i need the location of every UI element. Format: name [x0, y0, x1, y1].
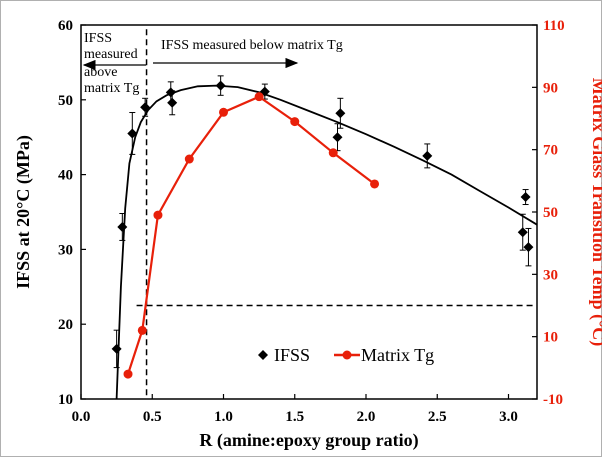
y-axis-title: IFSS at 20°C (MPa)	[13, 135, 34, 289]
y-tick-label: 20	[58, 317, 73, 333]
annotation-above-tg: IFSS measured above matrix Tg	[82, 31, 146, 96]
y-tick-label: 50	[58, 93, 73, 109]
y2-tick-label: -10	[543, 392, 563, 408]
ifss-point	[165, 87, 176, 98]
tg-point	[153, 210, 163, 220]
annotation-above-tg-line4: matrix Tg	[84, 81, 139, 96]
legend-label-tg: Matrix Tg	[361, 345, 434, 365]
x-tick-label: 0.5	[143, 409, 162, 425]
annotation-above-tg-line2: measured	[84, 47, 138, 62]
plot-area	[80, 24, 538, 400]
ifss-point	[520, 192, 531, 203]
y-tick-label: 60	[58, 18, 73, 34]
tg-point	[184, 154, 194, 164]
legend: IFSS Matrix Tg	[258, 345, 434, 365]
ifss-point	[127, 128, 138, 139]
ifss-fit-curve	[115, 84, 538, 400]
tg-point	[254, 92, 264, 102]
y2-tick-label: 90	[543, 80, 558, 96]
ifss-point	[111, 343, 122, 354]
ifss-point	[523, 242, 534, 253]
x-tick-label: 3.0	[499, 409, 518, 425]
y2-tick-label: 10	[543, 330, 558, 346]
x-tick-label: 1.5	[285, 409, 304, 425]
ifss-point	[335, 108, 346, 119]
ifss-point	[215, 80, 226, 91]
ifss-point	[140, 102, 151, 113]
legend-marker-tg	[342, 350, 352, 360]
tg-point	[137, 325, 147, 335]
ifss-point	[517, 227, 528, 238]
y2-tick-label: 110	[543, 18, 565, 34]
tg-point	[290, 117, 300, 127]
tg-point	[370, 179, 380, 189]
y-tick-label: 40	[58, 168, 73, 184]
ifss-point	[117, 221, 128, 232]
legend-label-ifss: IFSS	[274, 345, 310, 365]
y-tick-label: 10	[58, 392, 73, 408]
x-tick-label: 1.0	[214, 409, 233, 425]
tg-point	[219, 107, 228, 117]
x-axis-title: R (amine:epoxy group ratio)	[199, 430, 418, 451]
ifss-point	[422, 150, 433, 161]
tg-point	[328, 148, 338, 158]
x-tick-label: 2.5	[428, 409, 447, 425]
ifss-point	[167, 97, 178, 108]
annotation-above-tg-line1: IFSS	[84, 31, 112, 46]
y2-axis-title: Matrix Glass Transition Temp (°C)	[588, 78, 602, 347]
legend-marker-ifss	[258, 350, 268, 360]
y2-tick-label: 30	[543, 267, 558, 283]
y2-tick-label: 50	[543, 205, 558, 221]
y2-tick-label: 70	[543, 143, 558, 159]
tg-point	[123, 369, 133, 379]
x-tick-label: 2.0	[357, 409, 376, 425]
y-tick-label: 30	[58, 242, 73, 258]
annotation-below-tg-text: IFSS measured below matrix Tg	[161, 38, 343, 53]
ifss-point	[332, 132, 343, 143]
annotation-above-tg-line3: above	[84, 65, 117, 80]
x-tick-label: 0.0	[72, 409, 91, 425]
annotation-below-tg: IFSS measured below matrix Tg	[153, 38, 343, 69]
